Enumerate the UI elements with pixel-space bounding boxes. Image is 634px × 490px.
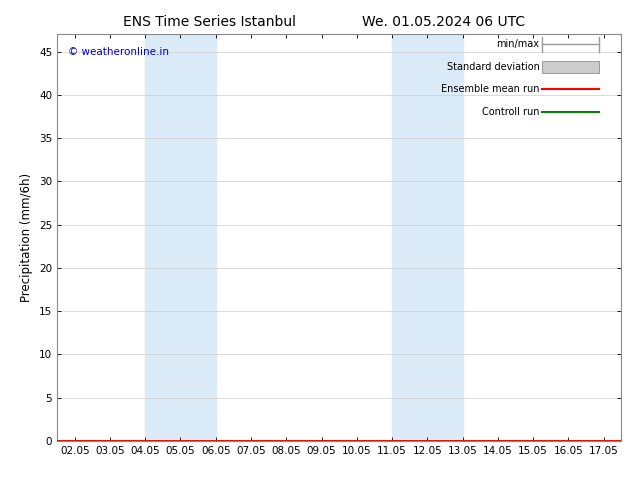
Bar xyxy=(145,34,216,441)
Text: Controll run: Controll run xyxy=(482,106,540,117)
Y-axis label: Precipitation (mm/6h): Precipitation (mm/6h) xyxy=(20,173,34,302)
Bar xyxy=(392,34,463,441)
Text: Standard deviation: Standard deviation xyxy=(446,62,540,72)
Text: Ensemble mean run: Ensemble mean run xyxy=(441,84,540,94)
Text: We. 01.05.2024 06 UTC: We. 01.05.2024 06 UTC xyxy=(362,15,526,29)
Text: min/max: min/max xyxy=(496,40,540,49)
Text: © weatheronline.in: © weatheronline.in xyxy=(68,47,169,56)
Text: ENS Time Series Istanbul: ENS Time Series Istanbul xyxy=(123,15,295,29)
Bar xyxy=(542,61,598,73)
